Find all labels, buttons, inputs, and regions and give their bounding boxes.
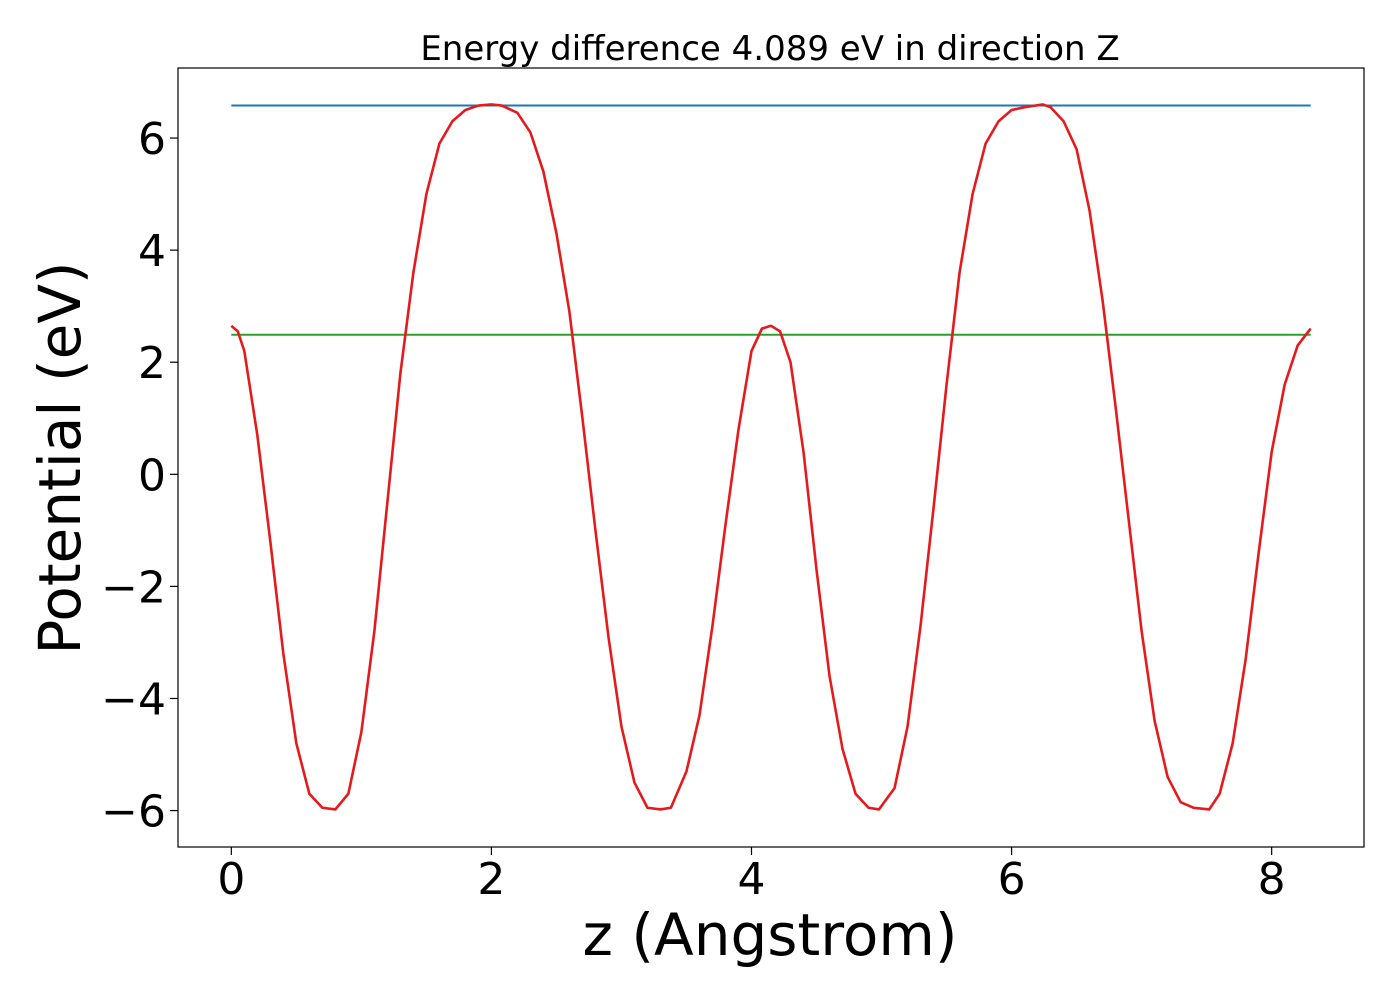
chart-title: Energy difference 4.089 eV in direction … bbox=[420, 29, 1119, 69]
y-axis: −6 −4 −2 0 2 4 6 bbox=[101, 114, 178, 838]
x-tick-label: 8 bbox=[1258, 854, 1286, 905]
y-tick-label: −6 bbox=[101, 787, 166, 838]
y-tick-label: −2 bbox=[101, 562, 166, 613]
y-tick-label: −4 bbox=[101, 674, 166, 725]
x-axis-title: z (Angstrom) bbox=[583, 901, 958, 969]
series-layer bbox=[230, 103, 1312, 811]
y-tick-label: 4 bbox=[138, 226, 166, 277]
y-tick-label: 6 bbox=[138, 114, 166, 165]
x-tick-label: 4 bbox=[737, 854, 765, 905]
plot-area bbox=[177, 67, 1365, 848]
y-axis-title: Potential (eV) bbox=[26, 261, 94, 654]
y-tick-label: 2 bbox=[138, 338, 166, 389]
x-tick-label: 6 bbox=[998, 854, 1026, 905]
x-axis: 0 2 4 6 8 bbox=[217, 847, 1286, 905]
series-line-3 bbox=[230, 103, 1312, 811]
y-tick-label: 0 bbox=[138, 450, 166, 501]
x-tick-label: 0 bbox=[217, 854, 245, 905]
plot-frame bbox=[177, 67, 1365, 848]
x-tick-label: 2 bbox=[477, 854, 505, 905]
